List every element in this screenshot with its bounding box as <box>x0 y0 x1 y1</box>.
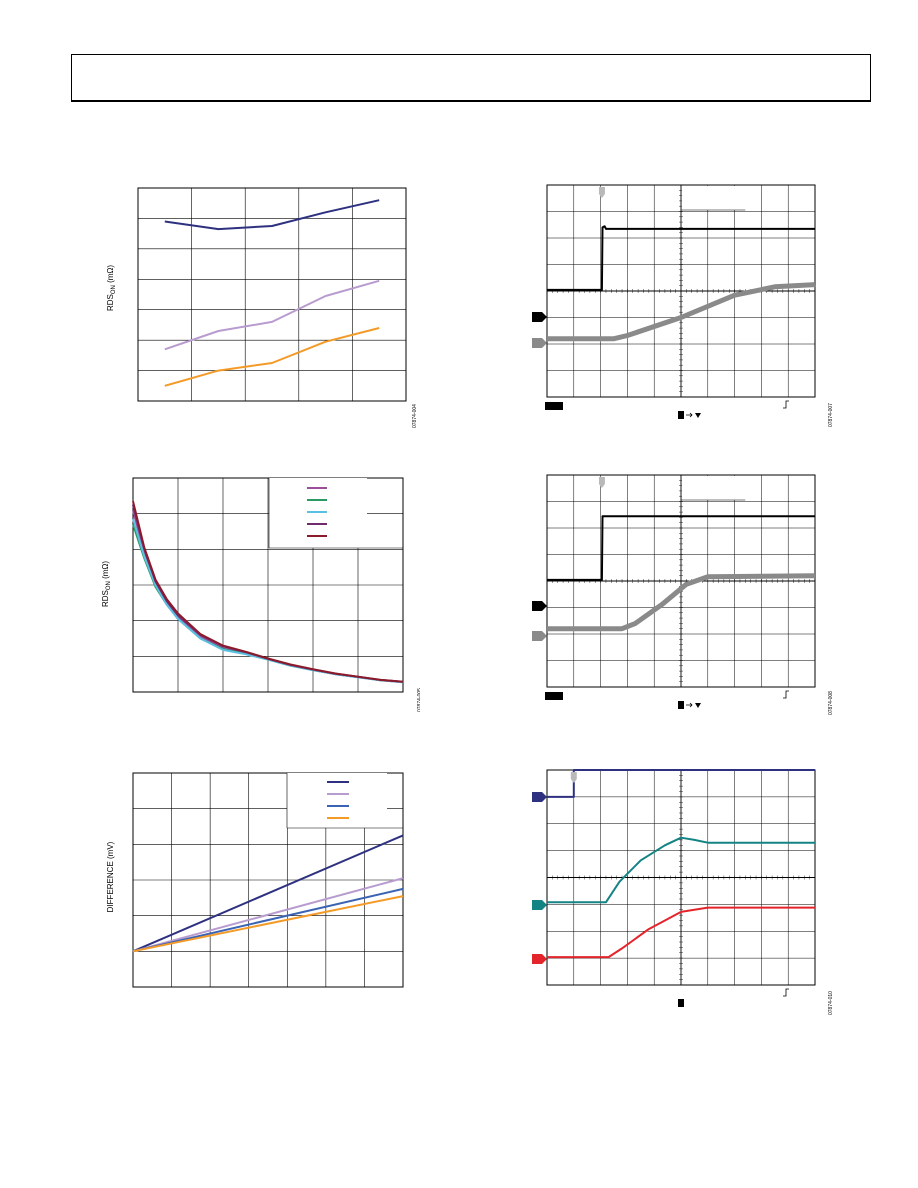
series-line-2 <box>164 279 380 351</box>
rdson-chart-2: RDSON (mΩ) 07874-005 <box>101 477 420 712</box>
scope-readout-area <box>682 186 744 210</box>
figure-id: 07874-007 <box>828 403 834 427</box>
trigger-edge-icon <box>783 988 789 997</box>
scope-markers <box>532 187 605 348</box>
scope-footer <box>545 690 789 709</box>
series-line-5 <box>132 500 404 683</box>
plot-area <box>137 187 407 402</box>
channel-marker-icon <box>532 900 547 910</box>
scope-capture-3: 07874-010 <box>532 769 834 1015</box>
timebase-indicator-icon <box>678 701 684 709</box>
channel-marker-icon <box>532 631 547 641</box>
scope-grid <box>546 474 816 688</box>
legend <box>286 773 403 829</box>
y-axis-label: RDSON (mΩ) <box>101 561 112 607</box>
scope-trace-3 <box>547 906 815 959</box>
scope-trace-2 <box>547 836 815 904</box>
figure-id: 07874-004 <box>412 404 418 428</box>
arrow-icon <box>686 702 693 708</box>
scope-markers <box>532 772 577 964</box>
scope-trace-1 <box>547 769 815 798</box>
scope-traces <box>547 515 816 632</box>
difference-chart: DIFFERENCE (mV) 07874-006 <box>106 772 404 988</box>
scope-readout-area <box>682 476 744 500</box>
trigger-marker-icon <box>570 772 577 783</box>
series-line-3 <box>132 887 404 953</box>
plot-area <box>132 477 404 693</box>
y-axis-label: DIFFERENCE (mV) <box>106 841 115 912</box>
scope-capture-2: 07874-008 <box>532 474 834 715</box>
channel-indicator-icon <box>545 692 563 700</box>
series-layer <box>132 834 404 953</box>
trigger-marker-icon <box>598 187 605 198</box>
scope-capture-1: 07874-007 <box>532 184 834 427</box>
plot-frame <box>137 187 407 402</box>
timebase-indicator-icon <box>678 411 684 419</box>
timebase-indicator-icon <box>678 999 684 1007</box>
scope-trace-2 <box>547 573 816 632</box>
series-line-2 <box>132 877 404 953</box>
scope-traces <box>547 225 816 342</box>
legend <box>268 478 403 549</box>
arrow-icon <box>686 412 693 418</box>
channel-marker-icon <box>532 792 547 802</box>
channel-marker-icon <box>532 601 547 611</box>
arrow-icon <box>695 703 701 708</box>
scope-footer <box>545 400 789 419</box>
scope-footer <box>678 988 789 1007</box>
arrow-icon <box>695 413 701 418</box>
series-layer <box>132 500 404 684</box>
channel-indicator-icon <box>545 402 563 410</box>
rdson-chart-1: RDSON (mΩ) 07874-004 <box>106 187 418 428</box>
page-header <box>71 54 871 102</box>
figure-id: 07874-010 <box>828 991 834 1015</box>
figure-id: 07874-005 <box>417 688 420 712</box>
scope-trace-1 <box>547 515 815 581</box>
figure-id: 07874-008 <box>828 691 834 715</box>
scope-trace-1 <box>547 225 815 291</box>
series-layer <box>164 199 380 387</box>
series-line-3 <box>164 327 380 387</box>
series-line-1 <box>164 199 380 231</box>
series-line-1 <box>132 834 404 953</box>
scope-trace-2 <box>547 282 816 342</box>
channel-marker-icon <box>532 338 547 348</box>
y-axis-label: RDSON (mΩ) <box>106 265 117 311</box>
scope-grid <box>546 769 816 986</box>
channel-marker-icon <box>532 954 547 964</box>
trigger-edge-icon <box>783 690 789 699</box>
scope-grid <box>546 184 816 398</box>
trigger-edge-icon <box>783 400 789 409</box>
trigger-marker-icon <box>598 477 605 488</box>
series-line-4 <box>132 895 404 953</box>
channel-marker-icon <box>532 312 547 322</box>
scope-traces <box>547 769 815 959</box>
scope-markers <box>532 477 605 641</box>
